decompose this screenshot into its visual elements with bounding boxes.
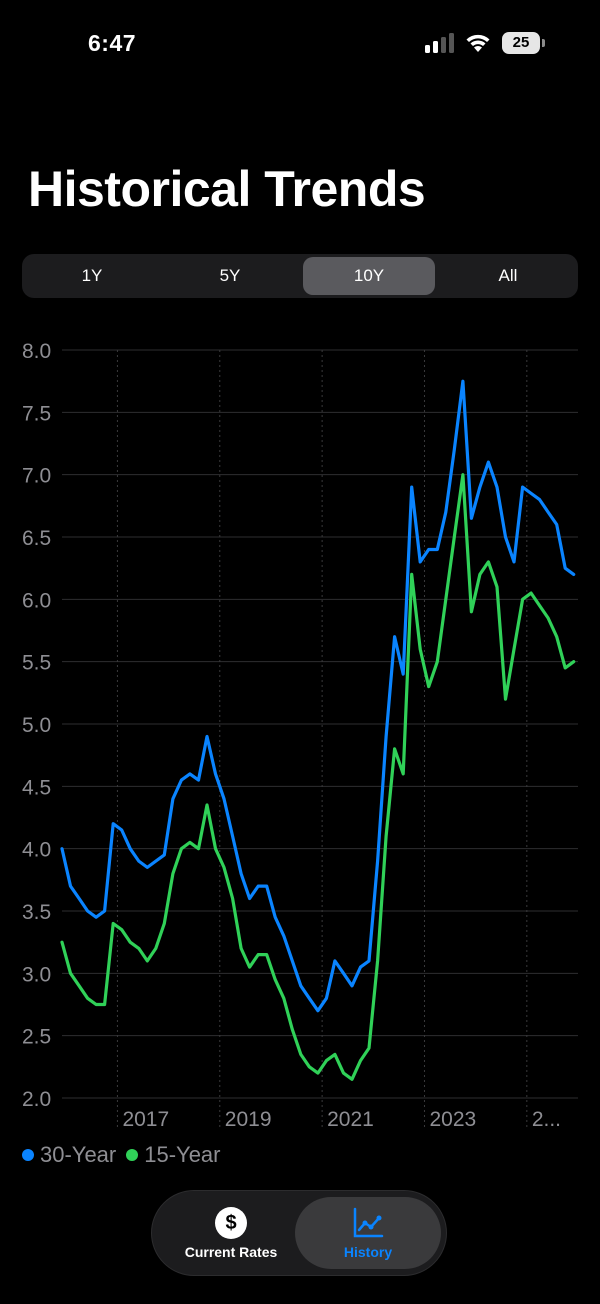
- status-bar: 6:47 25: [0, 0, 600, 90]
- tab-label-history: History: [343, 1244, 393, 1260]
- dollar-circle-icon: $: [215, 1207, 247, 1239]
- legend-label-15-year: 15-Year: [144, 1142, 221, 1167]
- page-title: Historical Trends: [28, 161, 426, 217]
- cellular-signal-icon: [425, 33, 454, 53]
- legend-label-30-year: 30-Year: [40, 1142, 117, 1167]
- x-tick-label: 2...: [532, 1108, 561, 1131]
- legend-item-30-year: 30-Year: [22, 1142, 116, 1168]
- legend-dot-30-year: [22, 1149, 34, 1161]
- range-tab-all[interactable]: All: [498, 266, 518, 285]
- y-tick-label: 3.0: [22, 963, 51, 986]
- range-tab-10y[interactable]: 10Y: [303, 257, 435, 295]
- chart-legend: 30-Year 15-Year: [22, 1142, 231, 1168]
- battery-cap: [542, 39, 545, 47]
- y-tick-label: 2.5: [22, 1026, 51, 1049]
- legend-dot-15-year: [126, 1149, 139, 1161]
- dollar-sign-glyph: $: [215, 1207, 247, 1239]
- x-tick-label: 2023: [429, 1108, 476, 1131]
- range-tab-5y[interactable]: 5Y: [219, 266, 241, 285]
- series-line-15-year: [60, 473, 576, 1081]
- wifi-icon: [466, 34, 490, 52]
- y-tick-label: 4.0: [22, 839, 51, 862]
- y-tick-label: 4.5: [22, 776, 51, 799]
- x-tick-label: 2017: [122, 1108, 169, 1131]
- legend-item-15-year: 15-Year: [126, 1142, 221, 1168]
- y-tick-label: 7.5: [22, 402, 51, 425]
- series-line-30-year: [60, 379, 576, 1013]
- line-chart-icon: [353, 1207, 384, 1238]
- x-tick-label: 2021: [327, 1108, 374, 1131]
- tab-current-rates[interactable]: $ Current Rates: [158, 1197, 304, 1269]
- x-tick-label: 2019: [225, 1108, 272, 1131]
- battery-level: 25: [502, 32, 540, 54]
- tab-bar: $ Current Rates History: [151, 1190, 447, 1276]
- y-tick-label: 3.5: [22, 901, 51, 924]
- y-tick-label: 6.5: [22, 527, 51, 550]
- battery-icon: 25: [502, 32, 546, 54]
- status-time: 6:47: [88, 30, 137, 56]
- rate-history-chart: 8.0 7.5 7.0 6.5 6.0 5.5 5.0 4.5 4.0 3.5 3.0 2.5 2.0 2…: [22, 340, 578, 1131]
- y-tick-label: 5.0: [22, 714, 51, 737]
- tab-history[interactable]: History: [295, 1197, 441, 1269]
- y-tick-label: 6.0: [22, 589, 51, 612]
- range-segmented-control: 1Y 5Y 10Y All: [22, 254, 578, 298]
- range-tab-1y[interactable]: 1Y: [81, 266, 103, 285]
- y-tick-label: 5.5: [22, 652, 51, 675]
- y-tick-label: 8.0: [22, 340, 51, 363]
- tab-label-current-rates: Current Rates: [184, 1244, 278, 1260]
- y-tick-label: 2.0: [22, 1088, 51, 1111]
- y-tick-label: 7.0: [22, 465, 51, 488]
